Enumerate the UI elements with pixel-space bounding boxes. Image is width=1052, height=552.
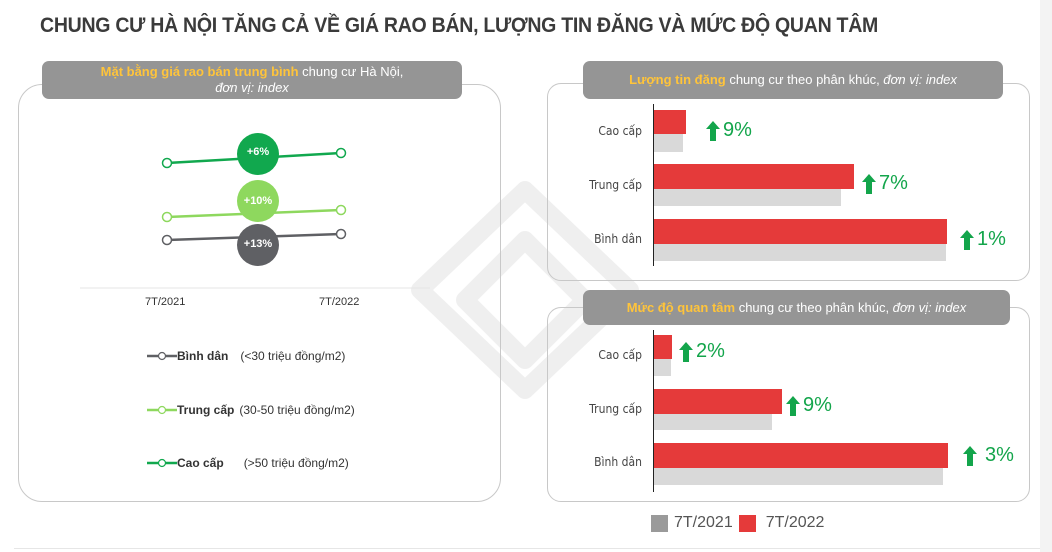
listings-header-highlight: Lượng tin đăng: [629, 72, 726, 87]
legend-cao-cap: Cao cấp (>50 triệu đồng/m2): [147, 456, 349, 470]
listings-change-value: 9%: [723, 119, 752, 141]
right-edge-strip: [1040, 0, 1052, 552]
legend-line-icon-cao-cap: [147, 458, 177, 468]
interest-change-value: 2%: [696, 340, 725, 362]
bottom-divider: [14, 548, 1040, 549]
legend-line-icon-trung-cap: [147, 405, 177, 415]
legend-name-binh-dan: Bình dân: [177, 349, 229, 363]
price-lines-svg: [80, 133, 430, 289]
legend-swatch-2021: [651, 514, 668, 532]
legend-swatch-2022: [738, 514, 756, 532]
listings-label-trung-cap: Trung cấp: [589, 178, 642, 192]
interest-label-trung-cap: Trung cấp: [589, 402, 642, 416]
up-arrow-icon: [963, 445, 977, 466]
interest-bar-2022-trung-cap: [654, 389, 782, 414]
interest-change-binh-dan: 3%: [963, 444, 1014, 467]
listings-bar-2022-cao-cap: [654, 110, 686, 134]
price-header-unit: đơn vị: index: [215, 80, 289, 95]
interest-bar-2021-trung-cap: [654, 414, 772, 430]
listings-change-trung-cap: 7%: [862, 172, 908, 195]
up-arrow-icon: [786, 395, 800, 416]
listings-label-cao-cap: Cao cấp: [598, 124, 642, 138]
price-header-highlight: Mặt bằng giá rao bán trung bình: [100, 64, 299, 79]
interest-header-text: chung cư theo phân khúc,: [735, 299, 893, 315]
listings-bar-2022-trung-cap: [654, 164, 854, 189]
interest-label-binh-dan: Bình dân: [594, 455, 642, 469]
interest-bar-2021-cao-cap: [654, 359, 671, 376]
legend-label-2022: 7T/2022: [765, 514, 825, 531]
interest-y-axis: [653, 330, 654, 492]
price-header-text: chung cư Hà Nội,: [298, 64, 404, 79]
listings-header-unit: đơn vị: index: [883, 72, 957, 87]
price-line-chart: +6% +10% +13% 7T/2021 7T/2022: [0, 0, 520, 330]
listings-bar-2022-binh-dan: [654, 219, 947, 244]
badge-cao-cap: +6%: [246, 146, 270, 158]
up-arrow-icon: [960, 229, 974, 250]
listings-bar-2021-binh-dan: [654, 244, 946, 261]
up-arrow-icon: [862, 173, 876, 194]
legend-range-binh-dan: (<30 triệu đồng/m2): [240, 349, 346, 363]
listings-change-cao-cap: 9%: [706, 119, 752, 142]
interest-change-value: 3%: [985, 444, 1014, 466]
listings-label-binh-dan: Bình dân: [594, 232, 642, 246]
legend-name-cao-cap: Cao cấp: [177, 456, 224, 470]
badge-binh-dan: +13%: [243, 238, 273, 250]
x-label-2021: 7T/2021: [145, 296, 186, 308]
listings-panel-header: Lượng tin đăng chung cư theo phân khúc, …: [583, 61, 1003, 99]
legend-label-2021: 7T/2021: [674, 514, 733, 531]
listings-change-value: 1%: [977, 228, 1006, 250]
interest-change-value: 9%: [803, 394, 832, 416]
legend-name-trung-cap: Trung cấp: [177, 403, 235, 417]
listings-change-value: 7%: [879, 172, 908, 194]
page-title: CHUNG CƯ HÀ NỘI TĂNG CẢ VỀ GIÁ RAO BÁN, …: [40, 14, 879, 37]
up-arrow-icon: [706, 120, 720, 141]
interest-panel-header: Mức độ quan tâm chung cư theo phân khúc,…: [583, 290, 1010, 325]
interest-label-cao-cap: Cao cấp: [598, 348, 642, 362]
listings-y-axis: [653, 104, 654, 266]
listings-header-text: chung cư theo phân khúc,: [725, 72, 884, 87]
price-panel-header: Mặt bằng giá rao bán trung bình chung cư…: [42, 61, 462, 99]
interest-change-trung-cap: 9%: [786, 394, 832, 417]
interest-bar-2022-cao-cap: [654, 335, 672, 359]
interest-bar-2021-binh-dan: [654, 468, 943, 485]
legend-trung-cap: Trung cấp (30-50 triệu đồng/m2): [147, 403, 355, 417]
listings-bar-2021-trung-cap: [654, 189, 841, 206]
up-arrow-icon: [679, 341, 693, 362]
legend-line-icon-binh-dan: [147, 351, 177, 361]
legend-binh-dan: Bình dân (<30 triệu đồng/m2): [147, 349, 345, 363]
x-label-2022: 7T/2022: [319, 296, 360, 308]
legend-range-trung-cap: (30-50 triệu đồng/m2): [239, 403, 355, 417]
interest-bar-2022-binh-dan: [654, 443, 948, 468]
listings-bar-2021-cao-cap: [654, 134, 683, 152]
bar-legend: 7T/2021 7T/2022: [651, 514, 824, 532]
legend-range-cao-cap: (>50 triệu đồng/m2): [243, 456, 349, 470]
listings-change-binh-dan: 1%: [960, 228, 1006, 251]
interest-header-highlight: Mức độ quan tâm: [626, 299, 736, 315]
interest-header-unit: đơn vị: index: [892, 299, 967, 315]
badge-trung-cap: +10%: [243, 195, 273, 207]
interest-change-cao-cap: 2%: [679, 340, 725, 363]
